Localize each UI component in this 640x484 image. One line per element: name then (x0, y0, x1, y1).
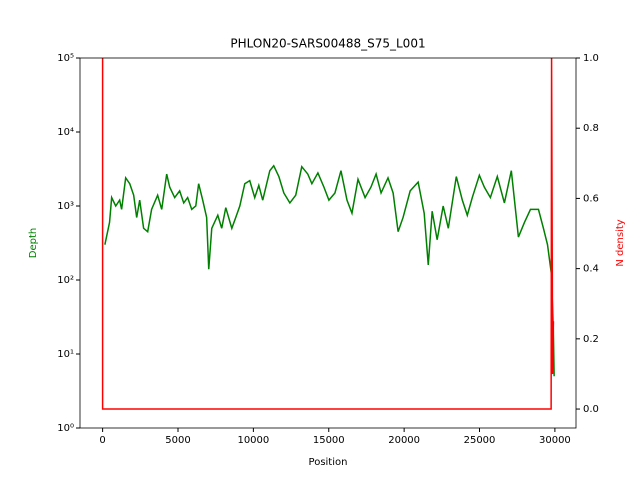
x-tick-label: 15000 (313, 435, 345, 446)
y2-tick-label: 0.4 (583, 264, 599, 275)
y2-tick-label: 0.2 (583, 334, 599, 345)
y-tick-label: 10¹ (57, 349, 74, 360)
y-tick-label: 10⁰ (57, 423, 74, 434)
y2-tick-label: 0.0 (583, 404, 599, 415)
x-tick-label: 20000 (388, 435, 420, 446)
y2-tick-label: 0.8 (583, 123, 599, 134)
x-axis-label: Position (309, 457, 348, 468)
x-tick-label: 25000 (464, 435, 496, 446)
x-tick-label: 5000 (165, 435, 190, 446)
x-tick-label: 10000 (237, 435, 269, 446)
y-tick-label: 10³ (57, 201, 74, 212)
y2-axis-label: N density (615, 219, 626, 266)
x-tick-label: 0 (99, 435, 105, 446)
y-tick-label: 10⁴ (57, 127, 74, 138)
y-tick-label: 10⁵ (57, 53, 74, 64)
y-tick-label: 10² (57, 275, 74, 286)
series-line (104, 164, 555, 377)
y2-tick-label: 0.6 (583, 193, 599, 204)
plot-frame (79, 57, 577, 429)
x-tick-label: 30000 (539, 435, 571, 446)
series-line (101, 58, 555, 410)
y-axis-label: Depth (28, 228, 39, 258)
chart-title: PHLON20-SARS00488_S75_L001 (230, 37, 425, 51)
y2-tick-label: 1.0 (583, 53, 599, 64)
